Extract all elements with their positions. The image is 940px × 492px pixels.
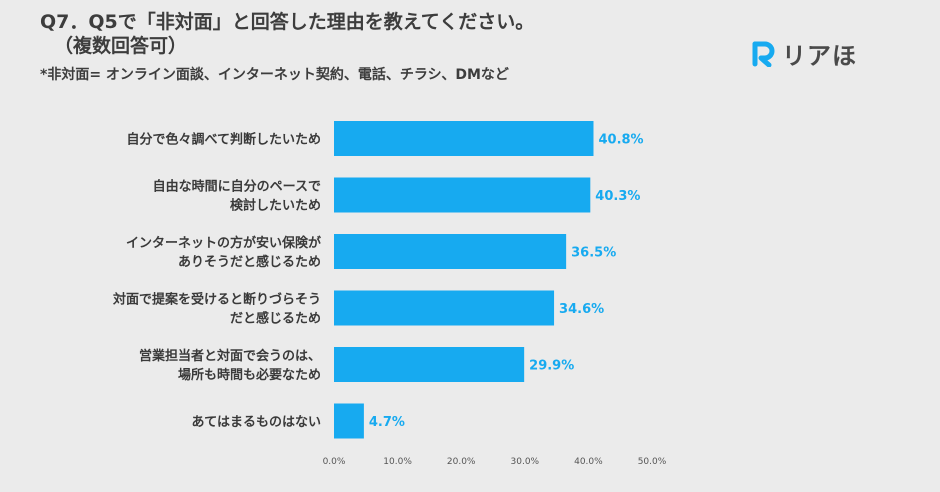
category-label-2-1: 自由な時間に自分のペースで [153,179,321,195]
category-label-3-2: ありそうだと感じるため [178,254,321,270]
bar-4 [334,290,555,326]
value-label-4: 34.6% [559,302,604,317]
x-tick-label-3: 30.0% [511,457,540,467]
chart-note: *非対面= オンライン面談、インターネット契約、電話、チラシ、DMなど [40,67,509,83]
category-label-4-1: 対面で提案を受けると断りづらそう [112,292,321,308]
category-label-6-1: あてはまるものはない [192,415,321,430]
value-label-2: 40.3% [595,189,640,204]
x-tick-label-5: 50.0% [638,457,667,467]
category-label-5-1: 営業担当者と対面で会うのは、 [139,348,321,364]
value-label-1: 40.8% [598,133,643,148]
x-tick-label-2: 20.0% [447,457,476,467]
category-label-5-2: 場所も時間も必要なため [178,367,321,383]
bar-5 [334,347,525,382]
category-label-2-2: 検討したいため [230,198,321,214]
x-tick-label-4: 40.0% [574,457,603,467]
category-label-3-1: インターネットの方が安い保険が [126,235,321,251]
bar-1 [334,121,594,156]
value-label-3: 36.5% [571,246,616,261]
x-tick-label-1: 10.0% [383,457,412,467]
chart-title-line2: （複数回答可） [54,35,188,57]
chart-title: Q7．Q5で「非対面」と回答した理由を教えてください。 （複数回答可） [40,10,534,58]
bar-2 [334,177,591,213]
category-label-4-2: だと感じるため [230,311,321,327]
logo-r-icon [752,41,775,67]
brand-logo: リアほ [752,36,857,71]
bar-3 [334,234,567,269]
logo-text: リアほ [782,42,857,70]
value-label-6: 4.7% [369,415,405,430]
bar-6 [334,403,364,439]
category-label-1-1: 自分で色々調べて判断したいため [127,132,321,148]
x-tick-label-0: 0.0% [323,457,346,467]
value-label-5: 29.9% [529,359,574,374]
chart-title-line1: Q7．Q5で「非対面」と回答した理由を教えてください。 [40,11,535,33]
